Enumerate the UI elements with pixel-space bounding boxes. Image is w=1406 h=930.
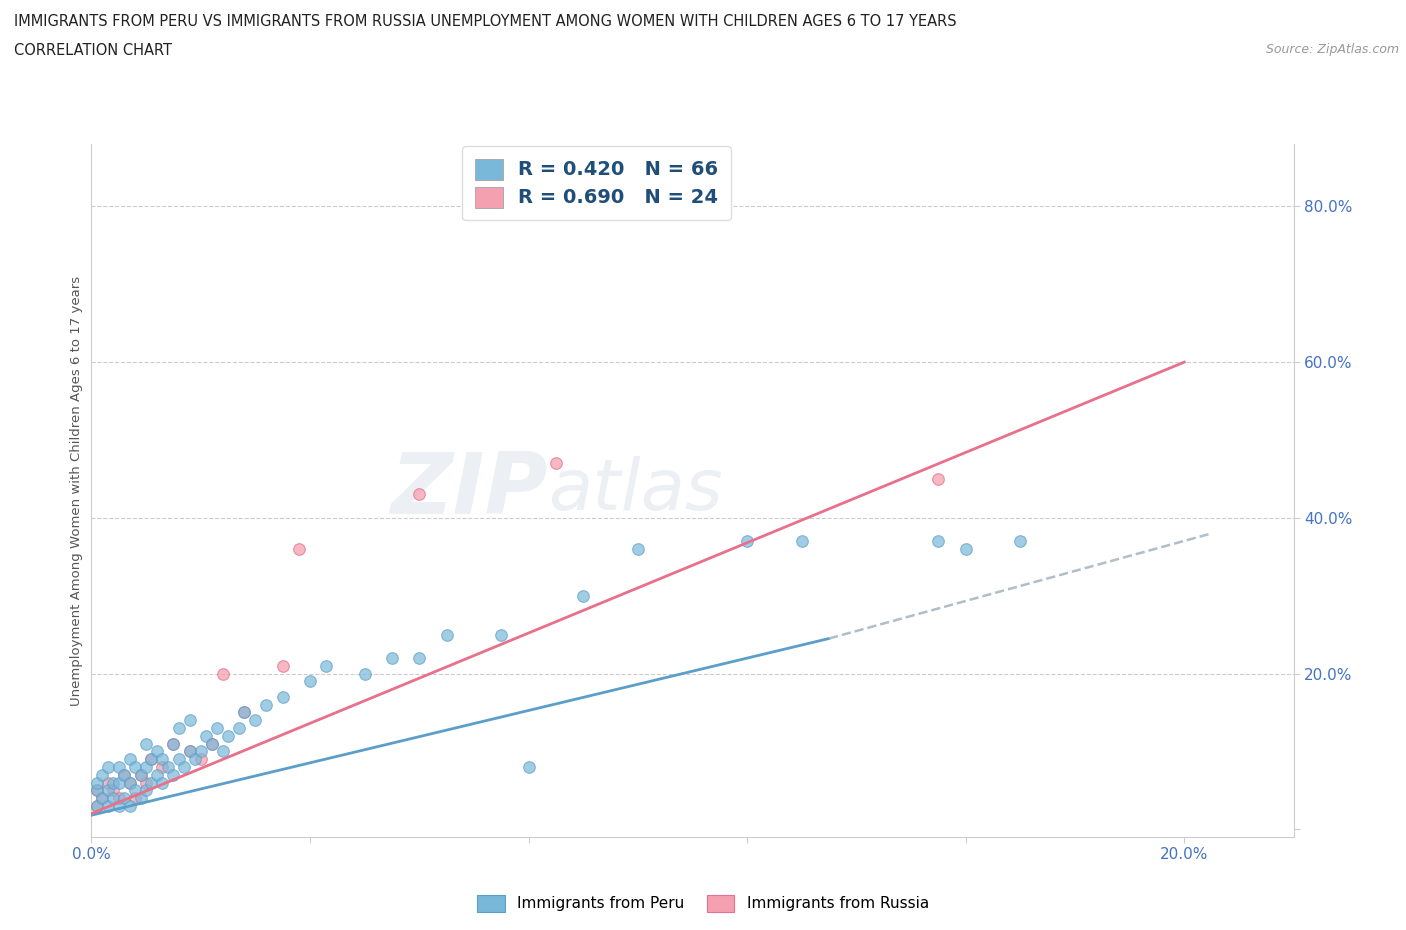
Point [162, 767, 184, 782]
Text: Source: ZipAtlas.com: Source: ZipAtlas.com [1265, 43, 1399, 56]
Point [544, 456, 567, 471]
Point [118, 775, 141, 790]
Point [129, 767, 152, 782]
Point [141, 775, 163, 790]
Point [152, 751, 174, 766]
Point [129, 767, 152, 782]
Text: IMMIGRANTS FROM PERU VS IMMIGRANTS FROM RUSSIA UNEMPLOYMENT AMONG WOMEN WITH CHI: IMMIGRANTS FROM PERU VS IMMIGRANTS FROM … [14, 14, 956, 29]
Point [112, 767, 135, 782]
Point [489, 627, 512, 642]
Point [408, 650, 430, 665]
Point [86, 783, 108, 798]
Point [91, 767, 114, 782]
Point [112, 767, 135, 782]
Point [135, 760, 157, 775]
Point [167, 721, 190, 736]
Point [190, 744, 212, 759]
Text: CORRELATION CHART: CORRELATION CHART [14, 43, 172, 58]
Point [162, 737, 184, 751]
Point [271, 658, 294, 673]
Point [408, 487, 430, 502]
Legend: Immigrants from Peru, Immigrants from Russia: Immigrants from Peru, Immigrants from Ru… [471, 889, 935, 918]
Point [195, 728, 218, 743]
Point [245, 712, 267, 727]
Point [91, 790, 114, 805]
Point [118, 775, 141, 790]
Point [124, 790, 146, 805]
Point [233, 705, 256, 720]
Point [927, 534, 949, 549]
Point [107, 760, 129, 775]
Point [118, 751, 141, 766]
Point [146, 767, 169, 782]
Point [955, 541, 977, 556]
Text: atlas: atlas [548, 456, 723, 525]
Point [211, 744, 233, 759]
Point [179, 744, 201, 759]
Point [179, 744, 201, 759]
Legend: R = 0.420   N = 66, R = 0.690   N = 24: R = 0.420 N = 66, R = 0.690 N = 24 [463, 146, 731, 220]
Point [146, 744, 169, 759]
Text: ZIP: ZIP [391, 449, 548, 532]
Point [103, 790, 125, 805]
Point [112, 790, 135, 805]
Point [271, 689, 294, 704]
Point [167, 751, 190, 766]
Point [298, 674, 321, 689]
Y-axis label: Unemployment Among Women with Children Ages 6 to 17 years: Unemployment Among Women with Children A… [70, 275, 83, 706]
Point [217, 728, 239, 743]
Point [184, 751, 207, 766]
Point [86, 783, 108, 798]
Point [86, 799, 108, 814]
Point [205, 721, 228, 736]
Point [162, 737, 184, 751]
Point [927, 472, 949, 486]
Point [517, 760, 540, 775]
Point [190, 751, 212, 766]
Point [103, 775, 125, 790]
Point [315, 658, 337, 673]
Point [152, 760, 174, 775]
Point [381, 650, 404, 665]
Point [86, 775, 108, 790]
Point [135, 775, 157, 790]
Point [790, 534, 813, 549]
Point [124, 783, 146, 798]
Point [141, 751, 163, 766]
Point [436, 627, 458, 642]
Point [141, 751, 163, 766]
Point [107, 799, 129, 814]
Point [211, 666, 233, 681]
Point [107, 775, 129, 790]
Point [735, 534, 758, 549]
Point [152, 775, 174, 790]
Point [201, 737, 224, 751]
Point [97, 775, 120, 790]
Point [91, 790, 114, 805]
Point [118, 799, 141, 814]
Point [97, 799, 120, 814]
Point [1010, 534, 1032, 549]
Point [156, 760, 179, 775]
Point [103, 783, 125, 798]
Point [288, 541, 311, 556]
Point [572, 589, 595, 604]
Point [233, 705, 256, 720]
Point [124, 760, 146, 775]
Point [129, 790, 152, 805]
Point [201, 737, 224, 751]
Point [627, 541, 650, 556]
Point [107, 790, 129, 805]
Point [135, 737, 157, 751]
Point [97, 783, 120, 798]
Point [228, 721, 250, 736]
Point [173, 760, 195, 775]
Point [179, 712, 201, 727]
Point [97, 760, 120, 775]
Point [353, 666, 375, 681]
Point [86, 799, 108, 814]
Point [135, 783, 157, 798]
Point [254, 698, 277, 712]
